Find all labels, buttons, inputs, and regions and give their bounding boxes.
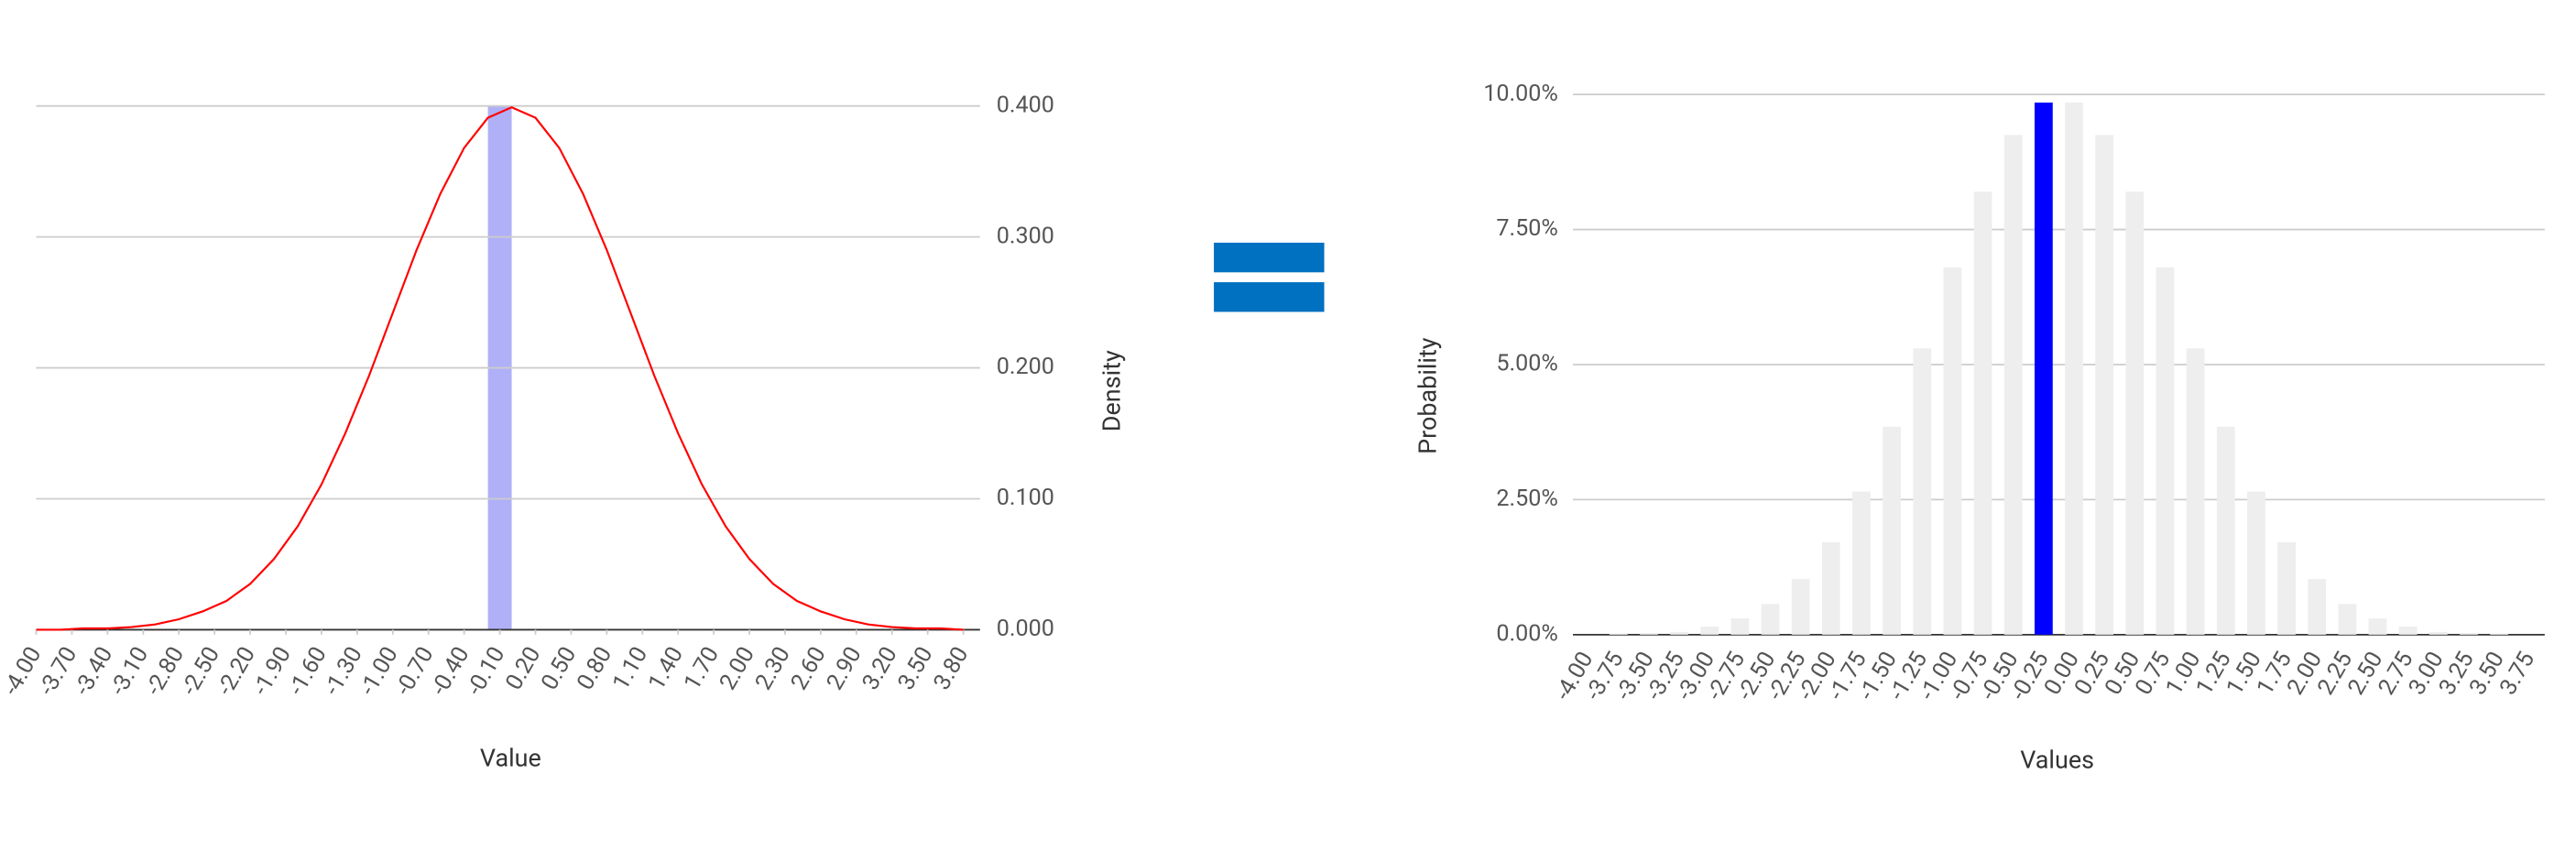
bar — [2095, 135, 2114, 635]
x-tick-label: 3.50 — [893, 642, 939, 694]
bar — [1913, 348, 1932, 635]
y-axis-title: Probability — [1414, 337, 1443, 454]
x-tick-label: 3.80 — [929, 642, 975, 694]
bar — [1700, 626, 1719, 635]
bar — [2186, 348, 2205, 635]
x-tick-label: 1.70 — [679, 642, 725, 694]
equals-bar-top — [1214, 242, 1325, 273]
y-tick-label: 2.50% — [1496, 486, 1557, 512]
x-axis-title: Value — [480, 744, 541, 773]
bar — [2490, 633, 2509, 635]
x-tick-label: -0.70 — [390, 642, 439, 700]
x-tick-label: -3.40 — [70, 642, 118, 700]
bar — [2338, 604, 2357, 635]
x-tick-label: 0.80 — [573, 642, 618, 694]
x-tick-label: -0.40 — [426, 642, 475, 700]
bar — [2429, 631, 2448, 635]
y-tick-label: 0.400 — [997, 92, 1054, 118]
bar — [2460, 633, 2478, 635]
x-tick-label: 0.50 — [537, 642, 583, 694]
x-tick-label: -1.00 — [355, 642, 404, 700]
bar — [1821, 541, 1840, 635]
x-tick-label: 2.30 — [750, 642, 796, 694]
x-tick-label: 2.90 — [822, 642, 868, 694]
x-tick-label: -4.00 — [0, 642, 47, 700]
bar — [1943, 267, 1962, 635]
x-tick-label: -2.50 — [177, 642, 225, 700]
bar — [2368, 618, 2387, 635]
x-tick-label: 3.20 — [857, 642, 903, 694]
x-tick-label: 1.10 — [607, 642, 653, 694]
y-tick-label: 0.300 — [997, 223, 1054, 249]
x-tick-label: 1.40 — [643, 642, 689, 694]
x-tick-label: -1.90 — [248, 642, 297, 700]
bar — [1791, 579, 1810, 635]
y-tick-label: 0.100 — [997, 485, 1054, 511]
bar — [2125, 191, 2145, 635]
x-tick-label: -1.60 — [284, 642, 333, 700]
bar — [2156, 267, 2175, 635]
x-tick-label: 0.20 — [501, 642, 547, 694]
y-tick-label: 7.50% — [1496, 215, 1557, 242]
x-tick-label: 2.60 — [786, 642, 832, 694]
bar — [2277, 541, 2296, 635]
density-line — [36, 105, 964, 631]
bar — [2398, 626, 2418, 635]
x-tick-label: -2.20 — [213, 642, 261, 700]
bar — [1670, 631, 1688, 635]
x-tick-label: -0.10 — [462, 642, 510, 700]
y-tick-label: 0.00% — [1496, 620, 1557, 647]
bar — [1852, 491, 1871, 635]
x-axis-title: Values — [2020, 745, 2094, 774]
x-tick-label: -1.30 — [320, 642, 368, 700]
x-tick-label: -3.10 — [105, 642, 154, 700]
bar — [1730, 618, 1750, 635]
bar — [2065, 102, 2083, 635]
y-tick-label: 0.200 — [997, 354, 1054, 380]
y-tick-label: 0.000 — [997, 616, 1054, 642]
y-tick-label: 5.00% — [1496, 351, 1557, 377]
x-tick-label: 2.00 — [715, 642, 760, 694]
bar — [1883, 426, 1902, 635]
bar — [1640, 633, 1658, 635]
bar — [2247, 491, 2265, 635]
bar — [2003, 135, 2023, 635]
bar — [2308, 579, 2327, 635]
y-axis-title: Density — [1097, 350, 1127, 431]
bar — [1761, 604, 1780, 635]
bar — [2216, 426, 2235, 635]
bar — [2034, 102, 2053, 635]
x-tick-label: -2.80 — [141, 642, 190, 700]
equals-bar-bottom — [1214, 282, 1325, 312]
x-tick-label: -3.70 — [34, 642, 82, 700]
y-tick-label: 10.00% — [1483, 81, 1558, 107]
bar — [1973, 191, 1992, 635]
bar — [1609, 633, 1628, 635]
